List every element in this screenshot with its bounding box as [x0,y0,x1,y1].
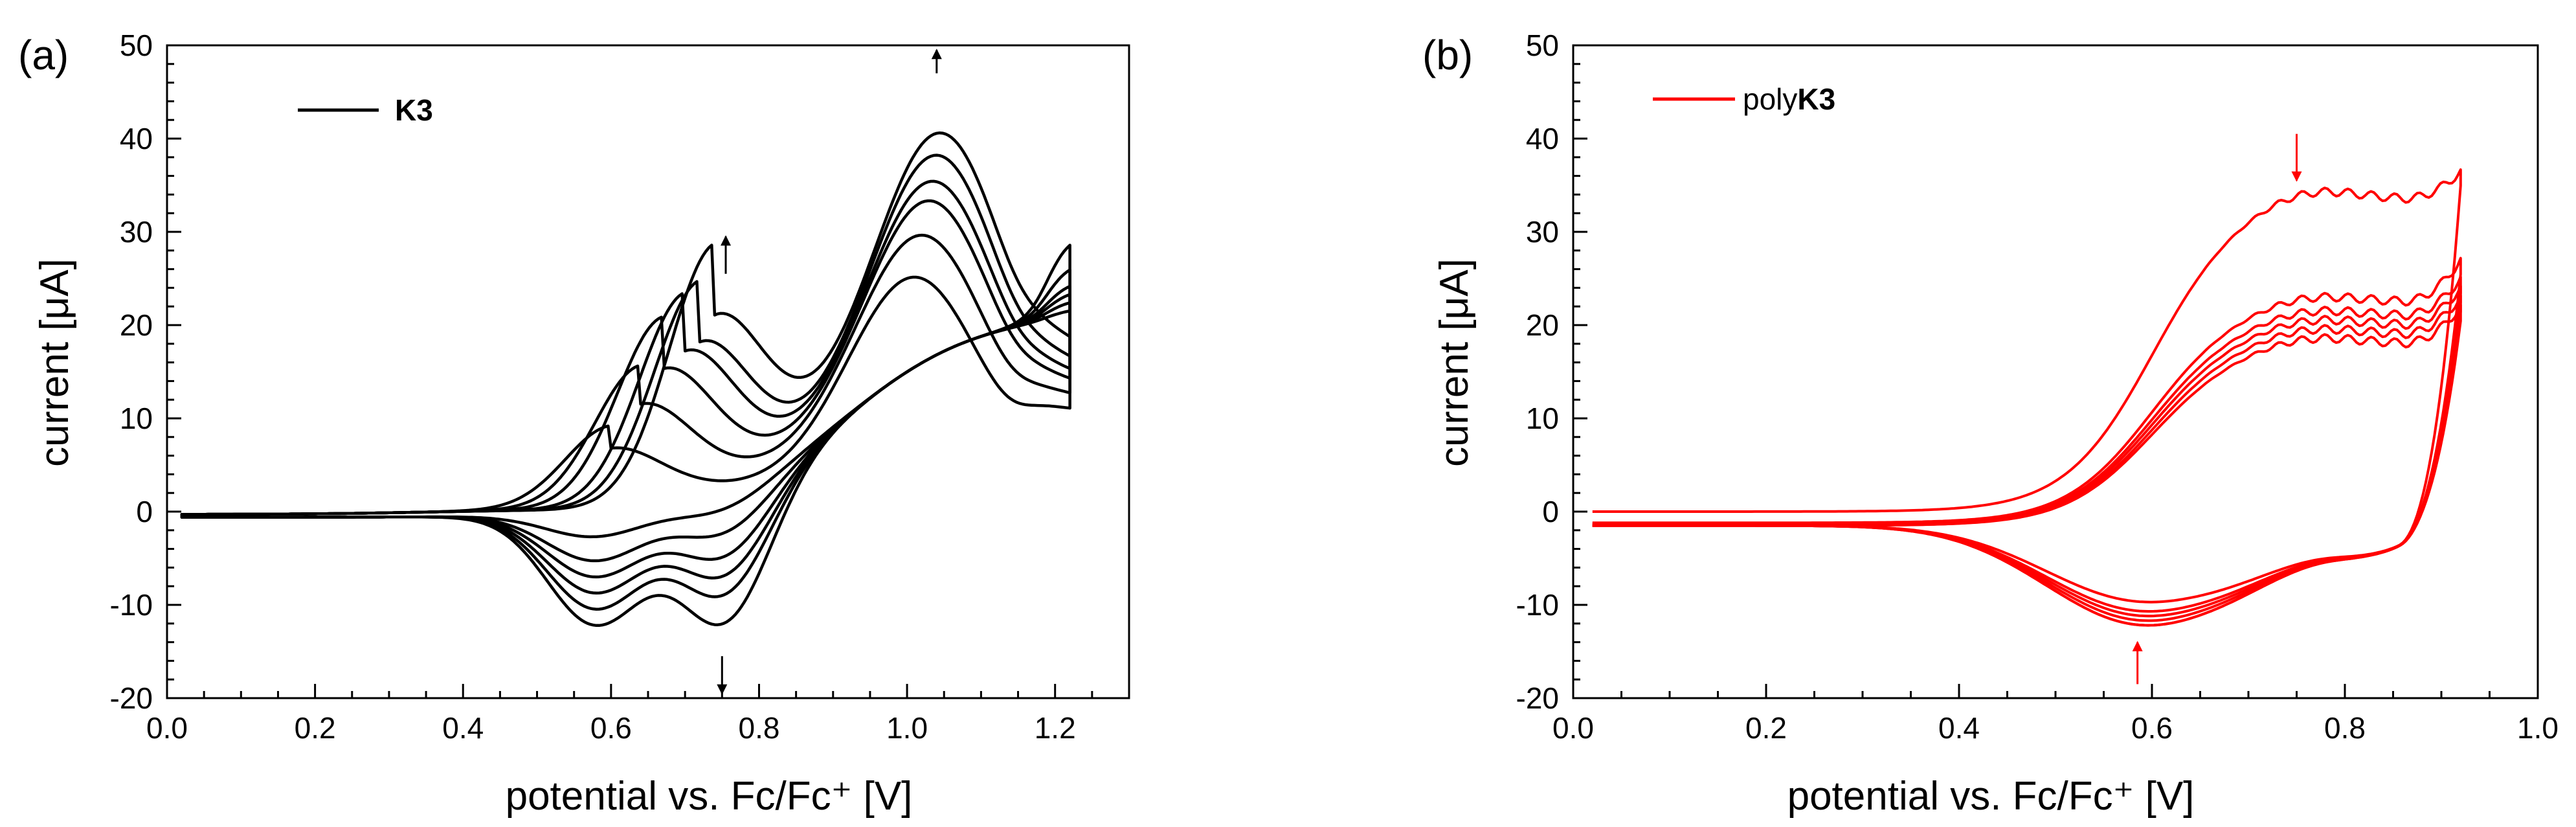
panel-b-y-tick-label: -20 [1516,681,1559,715]
panel-a-y-tick-label: 10 [120,402,153,435]
panel-b-x-tick-label: 0.0 [1552,711,1594,745]
panel-b-y-tick-label: 10 [1526,402,1559,435]
panel-a-axes: 0.0 0.2 0.4 0.6 0.8 1.0 1.2 -20 -10 0 10 20 30 40 50 [110,28,1130,745]
panel-b-series [1592,168,2462,627]
panel-a-cv-cycle-3 [180,199,1071,579]
panel-a-legend-label: K3 [395,93,433,127]
panel-b-cv-cycle-5 [1592,294,2462,627]
panel-b-x-tick-label: 0.6 [2131,711,2173,745]
panel-b-y-axis-label: current [μA] [1432,258,1477,467]
panel-a-y-tick-label: 20 [120,308,153,342]
panel-b-y-tick-label: 40 [1526,122,1559,155]
panel-b-x-tick-label: 0.8 [2324,711,2366,745]
panel-b-legend-label: polyK3 [1743,82,1835,116]
panel-a-chart: (a) 0.0 0.2 0.4 0.6 0.8 1.0 1.2 -20 -10 0 10 20 30 40… [18,28,1130,819]
panel-a-series [180,131,1071,628]
panel-a-y-tick-label: 50 [120,28,153,62]
panel-a-cv-cycle-2 [180,233,1071,563]
panel-a-cv-cycle-5 [180,153,1071,611]
panel-a-cv-cycle-6 [180,131,1071,628]
panel-a-arrow-head [721,235,732,246]
panel-a-x-tick-label: 0.0 [146,711,188,745]
panel-a-arrow-head [931,49,942,60]
panel-a-y-tick-label: -10 [110,588,153,622]
panel-a-x-tick-label: 0.8 [738,711,779,745]
panel-b-y-tick-label: 0 [1542,495,1559,528]
panel-b-legend: polyK3 [1653,82,1835,116]
panel-a-x-tick-label: 1.0 [886,711,928,745]
panel-b-axes: 0.0 0.2 0.4 0.6 0.8 1.0 -20 -10 0 10 20 30 40 50 [1516,28,2559,745]
panel-a-y-tick-label: 40 [120,122,153,155]
panel-b-chart: (b) 0.0 0.2 0.4 0.6 0.8 1.0-20-1001020304050 … [1422,28,2559,819]
panel-a-y-tick-label: 0 [136,495,153,528]
panel-a-x-axis-label: potential vs. Fc/Fc⁺ [V] [506,774,913,819]
panel-a-x-tick-label: 1.2 [1035,711,1076,745]
panel-b-x-tick-label: 1.0 [2517,711,2559,745]
panel-b-y-tick-label: 20 [1526,308,1559,342]
panel-b-y-tick-label: -10 [1516,588,1559,622]
panel-a-x-tick-label: 0.4 [442,711,484,745]
panel-a-arrows [717,49,942,695]
panel-b-y-tick-label: 30 [1526,215,1559,249]
panel-b-cv-cycle-6 [1592,303,2462,627]
panel-b-label: (b) [1422,32,1473,78]
panel-a-x-tick-label: 0.2 [295,711,336,745]
panel-a-legend: K3 [298,93,433,127]
panel-b-frame [1572,44,2539,699]
panel-a-x-tick-label: 0.6 [590,711,632,745]
panel-b-arrows [2132,133,2302,685]
panel-a-cv-cycle-1 [180,275,1071,539]
panel-a-y-tick-label: -20 [110,681,153,715]
panel-a-y-axis-label: current [μA] [32,258,77,467]
panel-b-x-axis-label: potential vs. Fc/Fc⁺ [V] [1787,774,2195,819]
panel-b-x-tick-label: 0.2 [1745,711,1787,745]
panel-b-arrow-head [2132,640,2143,651]
panel-b-cv-cycle-1 [1592,168,2462,604]
panel-b-y-tick-label: 50 [1526,28,1559,62]
panel-b-x-tick-label: 0.4 [1938,711,1980,745]
panel-a-arrow-head [717,684,728,695]
panel-b-arrow-head [2291,171,2302,182]
panel-a-label: (a) [18,32,69,78]
panel-a-frame [166,44,1130,699]
panel-a-y-tick-label: 30 [120,215,153,249]
